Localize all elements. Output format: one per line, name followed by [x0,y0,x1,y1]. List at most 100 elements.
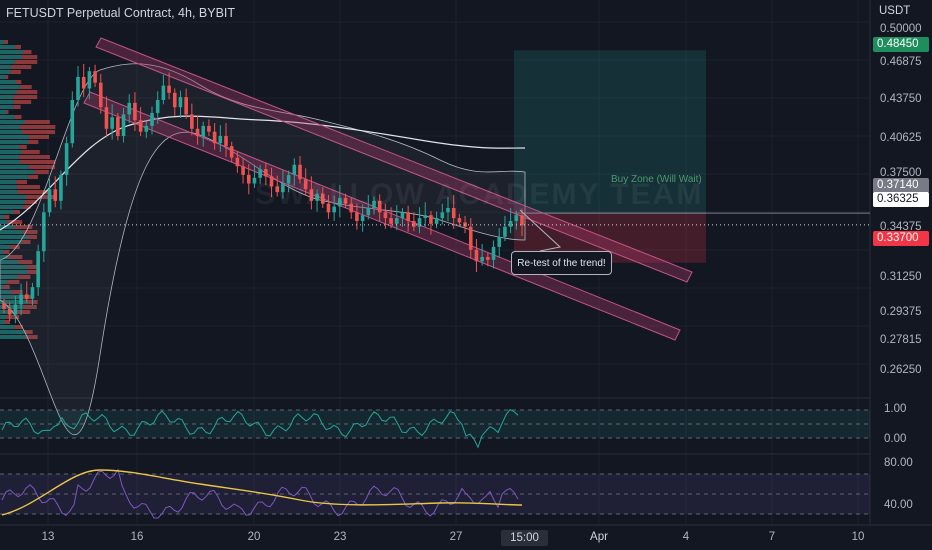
volume-bar-down [8,255,23,259]
volume-bar-down [28,140,39,144]
current-price-badge: 0.36325 [873,192,929,207]
volume-bar-up [0,55,22,59]
volume-bar-up [0,120,25,124]
candle-body [116,117,120,136]
volume-bar-up [0,110,7,114]
candle-body [30,287,35,299]
currency-label: USDT [879,5,911,17]
volume-bar-up [0,135,29,139]
volume-bar-up [0,175,29,179]
price-tick: 0.27815 [880,334,922,346]
time-tick: 20 [247,531,261,543]
volume-bar-down [19,145,27,149]
volume-bar-up [0,205,24,209]
candle-body [491,246,496,260]
stop-price-badge: 0.33700 [873,231,929,246]
volume-bar-down [21,150,40,154]
candle-body [13,304,18,315]
candle-body [446,208,450,213]
volume-bar-up [0,255,9,259]
candle-body [292,164,297,175]
candle-body [7,308,12,315]
candle-body [468,226,473,250]
volume-bar-down [10,70,21,74]
candle-body [360,215,365,221]
price-tick: 0.40625 [880,132,922,144]
volume-bar-up [0,225,14,229]
candle-body [178,97,183,108]
candle-body [93,71,97,83]
candle-body [19,294,23,305]
candle-body [121,114,126,136]
candle-body [451,208,456,219]
volume-bar-down [10,245,20,249]
volume-bar-down [28,135,50,139]
callout-leader [519,209,562,252]
volume-bar-down [4,320,11,324]
candle-body [286,174,291,184]
candle-body [406,212,410,221]
volume-bar-up [0,80,16,84]
volume-bar-up [0,115,15,119]
volume-bar-down [13,95,38,99]
candle-body [190,114,194,129]
volume-bar-up [0,180,17,184]
volume-bar-up [0,315,7,319]
volume-bar-up [0,265,28,269]
volume-bar-up [0,125,20,129]
volume-bar-down [28,165,56,169]
volume-bar-down [17,275,31,279]
chart-title[interactable]: FETUSDT Perpetual Contract, 4h, BYBIT [6,6,236,20]
time-tick: 7 [768,531,776,543]
volume-bar-down [3,285,10,289]
candle-body [184,97,188,115]
volume-bar-up [0,285,4,289]
volume-bar-down [23,205,31,209]
volume-bar-up [0,190,18,194]
volume-bar-down [3,250,10,254]
volume-bar-up [0,95,14,99]
candle-body [258,169,262,178]
volume-bar-down [24,330,33,334]
candle-body [246,174,251,184]
volume-bar-up [0,300,29,304]
candlesticks [2,64,524,324]
volume-bar-down [27,235,37,239]
candle-body [167,85,171,93]
volume-bar-down [16,90,38,94]
volume-profile [0,40,56,339]
candle-body [298,164,302,180]
candle-body [383,212,388,219]
volume-bar-down [28,175,39,179]
volume-bar-down [6,315,20,319]
candle-body [172,92,177,108]
volume-bar-down [20,160,56,164]
price-tick: 0.46875 [880,56,922,68]
volume-bar-down [16,180,28,184]
candle-body [2,303,6,309]
volume-bar-up [0,240,22,244]
volume-bar-up [0,60,15,64]
candle-body [241,166,245,175]
volume-bar-up [0,165,29,169]
candle-body [70,100,75,144]
candle-body [429,215,433,224]
volume-bar-down [7,220,23,224]
volume-bar-down [13,225,33,229]
volume-bar-up [0,200,25,204]
watermark: SWALLOW ACADEMY TEAM [255,178,704,211]
retest-callout[interactable]: Re-test of the trend! [511,251,612,275]
volume-bar-up [0,290,12,294]
volume-bar-down [6,110,9,114]
candle-body [76,76,80,100]
volume-bar-down [25,335,38,339]
time-tick: 16 [130,531,144,543]
buy-zone-label: Buy Zone (Will Wait) [611,174,702,185]
volume-bar-up [0,235,28,239]
candle-body [24,294,29,299]
volume-bar-down [14,60,38,64]
price-tick: 0.50000 [880,23,922,35]
volume-bar-up [0,250,4,254]
candle-body [508,220,513,227]
